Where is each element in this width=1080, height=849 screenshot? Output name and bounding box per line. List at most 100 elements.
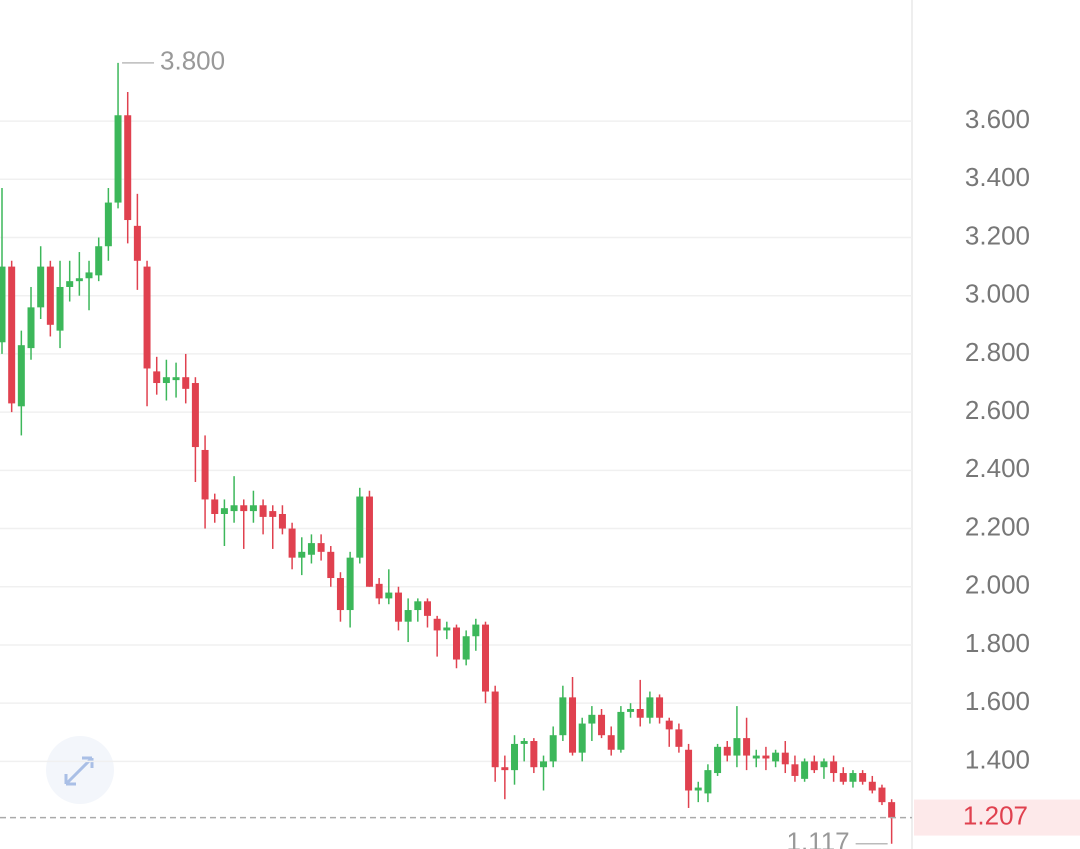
last-price-label: 1.207 — [963, 800, 1028, 830]
candle-body — [462, 636, 470, 660]
candle-body — [104, 202, 112, 247]
candle-body — [801, 761, 809, 779]
candle-body — [66, 281, 74, 287]
candle-body — [830, 761, 838, 774]
y-tick-label: 1.600 — [965, 686, 1030, 716]
candle-body — [607, 735, 615, 750]
candle-body — [559, 697, 567, 736]
candle-body — [578, 723, 586, 753]
candle-body — [327, 551, 335, 579]
candle-body — [211, 499, 219, 514]
min-label: 1.117 — [786, 827, 849, 849]
y-tick-label: 2.600 — [965, 395, 1030, 425]
candle-body — [259, 505, 267, 517]
candle-body — [839, 773, 847, 782]
candle-body — [598, 714, 606, 736]
candle-body — [868, 781, 876, 791]
candle-body — [385, 592, 393, 599]
y-tick-label: 2.000 — [965, 570, 1030, 600]
candle-body — [791, 764, 799, 776]
candle-body — [133, 225, 141, 261]
last-price-box — [914, 799, 1080, 836]
candle-body — [472, 624, 480, 637]
candle-body — [278, 513, 286, 529]
candle-body — [143, 266, 151, 369]
candle-body — [714, 746, 722, 774]
candle-body — [404, 610, 412, 622]
candle-body — [694, 787, 702, 791]
candle-body — [75, 278, 83, 282]
candle-body — [549, 735, 557, 762]
y-tick-label: 3.400 — [965, 162, 1030, 192]
candle-body — [627, 709, 635, 712]
candle-body — [433, 618, 441, 631]
candle-body — [685, 749, 693, 791]
candle-body — [743, 738, 751, 756]
y-tick-label: 3.600 — [965, 104, 1030, 134]
candle-body — [888, 802, 896, 818]
candle-body — [501, 767, 509, 771]
candle-body — [540, 761, 548, 768]
candle-body — [124, 115, 132, 221]
candle-body — [336, 578, 344, 611]
candle-body — [114, 115, 122, 203]
candle-body — [240, 505, 248, 512]
candle-body — [0, 266, 6, 343]
candle-body — [520, 741, 528, 744]
candle-body — [878, 787, 886, 803]
candle-body — [201, 449, 209, 500]
candle-body — [307, 543, 315, 555]
y-tick-label: 3.200 — [965, 220, 1030, 250]
candle-body — [723, 746, 731, 756]
y-tick-label: 2.800 — [965, 337, 1030, 367]
candle-body — [85, 272, 93, 279]
candle-body — [762, 755, 770, 759]
candle-body — [443, 627, 451, 631]
candle-body — [17, 345, 25, 407]
candle-body — [8, 266, 16, 404]
candle-body — [317, 543, 325, 552]
candle-body — [646, 697, 654, 718]
y-tick-label: 2.200 — [965, 511, 1030, 541]
candle-body — [482, 624, 489, 692]
candle-body — [394, 592, 402, 622]
candle-body — [569, 697, 577, 753]
candle-body — [56, 286, 64, 331]
candle-body — [346, 557, 354, 611]
candle-body — [820, 761, 828, 768]
candle-body — [772, 752, 780, 762]
candle-body — [675, 729, 683, 747]
candle-body — [491, 691, 499, 768]
expand-icon[interactable] — [64, 756, 94, 786]
candle-body — [191, 383, 199, 448]
candle-body — [172, 377, 180, 381]
candle-body — [230, 505, 238, 512]
y-tick-label: 1.800 — [965, 628, 1030, 658]
max-label: 3.800 — [160, 46, 225, 76]
candle-body — [269, 511, 277, 517]
candle-body — [452, 627, 460, 660]
candle-body — [588, 714, 596, 724]
candle-body — [859, 773, 867, 782]
candle-body — [656, 697, 664, 718]
candle-body — [781, 752, 789, 765]
candle-body — [423, 601, 431, 616]
candle-body — [414, 601, 422, 611]
candle-body — [665, 720, 673, 730]
candle-body — [182, 377, 190, 389]
y-tick-label: 1.400 — [965, 744, 1030, 774]
candle-body — [37, 266, 45, 308]
candle-body — [511, 743, 519, 771]
candle-body — [849, 773, 857, 782]
candle-body — [288, 528, 296, 558]
candle-body — [810, 761, 818, 771]
candle-body — [356, 496, 364, 558]
candle-body — [95, 246, 103, 276]
candle-body — [27, 307, 35, 349]
candle-body — [636, 709, 644, 718]
candle-body — [298, 551, 306, 558]
candle-body — [162, 377, 170, 384]
candle-body — [617, 711, 625, 750]
